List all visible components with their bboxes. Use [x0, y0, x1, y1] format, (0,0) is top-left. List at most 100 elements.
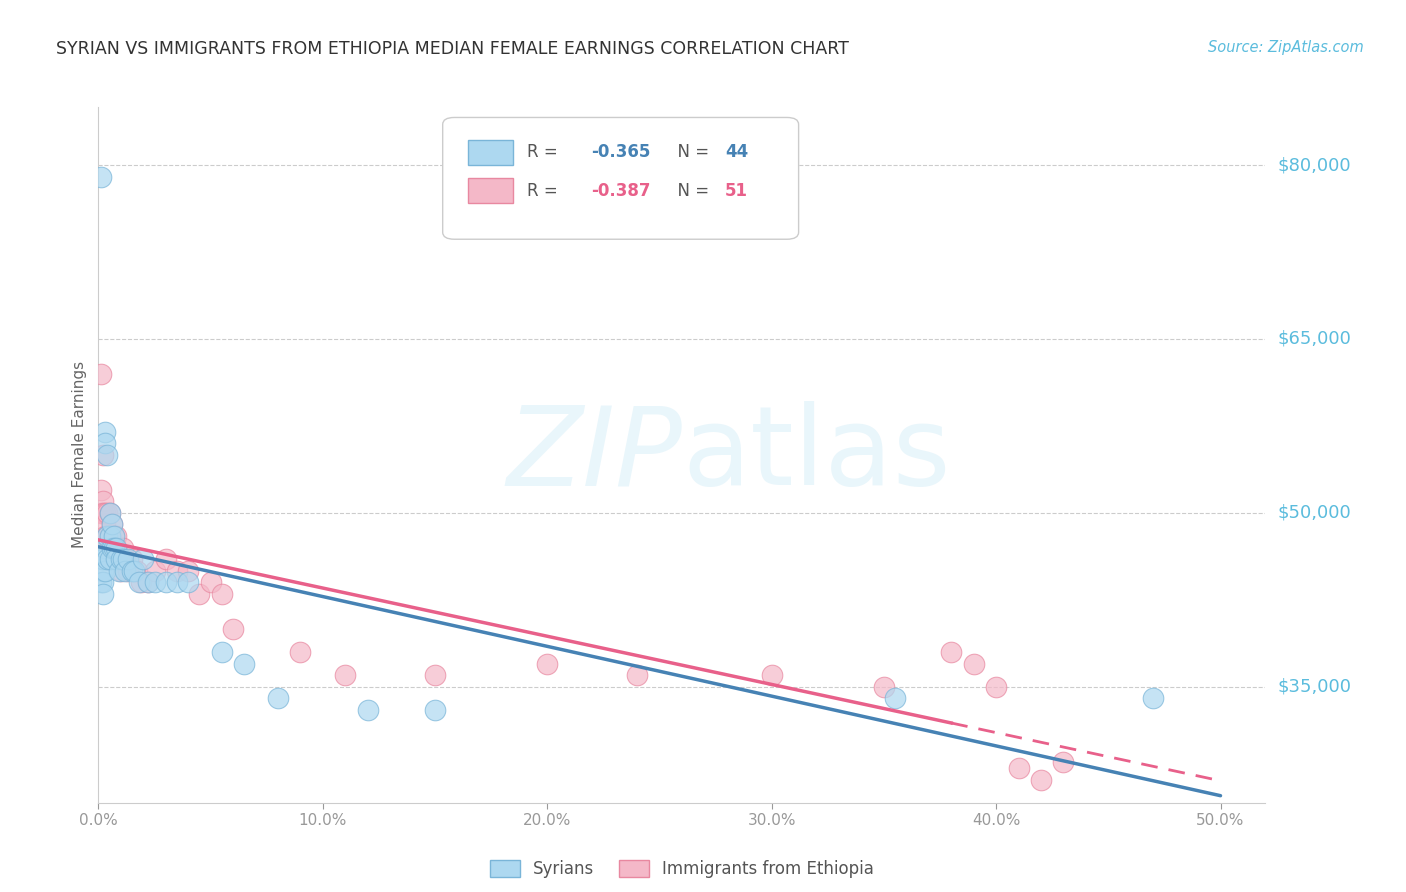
Text: -0.365: -0.365	[591, 144, 650, 161]
Point	[96, 552, 118, 566]
Point	[423, 668, 446, 682]
Text: R =: R =	[527, 144, 562, 161]
Point	[143, 564, 166, 578]
Point	[90, 552, 112, 566]
Text: $35,000: $35,000	[1277, 678, 1351, 696]
Legend: Syrians, Immigrants from Ethiopia: Syrians, Immigrants from Ethiopia	[482, 854, 882, 885]
Point	[188, 587, 211, 601]
Point	[114, 564, 136, 578]
Point	[94, 436, 117, 450]
Text: -0.387: -0.387	[591, 182, 651, 200]
Point	[90, 575, 112, 590]
Point	[941, 645, 963, 659]
Point	[357, 703, 380, 717]
Point	[90, 506, 112, 520]
Text: N =: N =	[666, 144, 714, 161]
Text: R =: R =	[527, 182, 562, 200]
Point	[91, 448, 114, 462]
Point	[103, 529, 125, 543]
Point	[233, 657, 256, 671]
Point	[962, 657, 984, 671]
FancyBboxPatch shape	[468, 140, 513, 165]
Point	[166, 575, 188, 590]
Point	[94, 541, 117, 555]
Text: $50,000: $50,000	[1277, 504, 1351, 522]
Point	[98, 541, 121, 555]
Point	[884, 691, 907, 706]
FancyBboxPatch shape	[443, 118, 799, 239]
Point	[177, 575, 200, 590]
Point	[103, 541, 125, 555]
Point	[136, 575, 159, 590]
Point	[222, 622, 245, 636]
Point	[91, 587, 114, 601]
Point	[91, 575, 114, 590]
Point	[107, 552, 129, 566]
Point	[124, 564, 146, 578]
Point	[132, 552, 155, 566]
Text: ZIP: ZIP	[506, 401, 682, 508]
Point	[98, 552, 121, 566]
Point	[112, 541, 135, 555]
Point	[90, 169, 112, 184]
Text: 51: 51	[725, 182, 748, 200]
Point	[91, 494, 114, 508]
Point	[211, 645, 233, 659]
Point	[121, 564, 143, 578]
Point	[101, 517, 124, 532]
Point	[1007, 761, 1029, 775]
Point	[112, 552, 135, 566]
Point	[105, 552, 128, 566]
Point	[110, 564, 132, 578]
Point	[761, 668, 783, 682]
Point	[423, 703, 446, 717]
Text: 44: 44	[725, 144, 748, 161]
Point	[117, 564, 139, 578]
Text: Source: ZipAtlas.com: Source: ZipAtlas.com	[1208, 40, 1364, 55]
Point	[335, 668, 357, 682]
Point	[626, 668, 648, 682]
Point	[117, 552, 139, 566]
Point	[1029, 772, 1052, 787]
Point	[143, 575, 166, 590]
Point	[91, 506, 114, 520]
Point	[129, 575, 152, 590]
Point	[166, 564, 188, 578]
Point	[103, 552, 125, 566]
Point	[90, 483, 112, 497]
Point	[94, 425, 117, 439]
Y-axis label: Median Female Earnings: Median Female Earnings	[72, 361, 87, 549]
Point	[110, 552, 132, 566]
Text: atlas: atlas	[682, 401, 950, 508]
Point	[103, 529, 125, 543]
Point	[267, 691, 290, 706]
Text: N =: N =	[666, 182, 714, 200]
Point	[290, 645, 312, 659]
Point	[98, 529, 121, 543]
Point	[101, 541, 124, 555]
Text: $65,000: $65,000	[1277, 330, 1351, 348]
Point	[536, 657, 558, 671]
Point	[114, 552, 136, 566]
Point	[96, 552, 118, 566]
Point	[107, 564, 129, 578]
Point	[96, 529, 118, 543]
Point	[136, 575, 159, 590]
Point	[96, 529, 118, 543]
Point	[211, 587, 233, 601]
Point	[105, 541, 128, 555]
Point	[90, 367, 112, 381]
Point	[91, 552, 114, 566]
Point	[984, 680, 1007, 694]
Point	[105, 541, 128, 555]
Point	[94, 506, 117, 520]
Text: SYRIAN VS IMMIGRANTS FROM ETHIOPIA MEDIAN FEMALE EARNINGS CORRELATION CHART: SYRIAN VS IMMIGRANTS FROM ETHIOPIA MEDIA…	[56, 40, 849, 58]
Point	[94, 564, 117, 578]
Point	[101, 541, 124, 555]
Point	[128, 575, 150, 590]
Point	[96, 506, 118, 520]
Point	[873, 680, 896, 694]
Point	[94, 529, 117, 543]
Point	[98, 506, 121, 520]
Point	[200, 575, 222, 590]
